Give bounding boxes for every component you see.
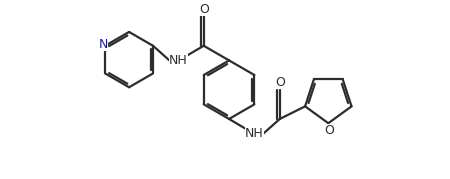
Text: N: N bbox=[99, 38, 108, 51]
Text: NH: NH bbox=[245, 127, 264, 140]
Text: NH: NH bbox=[169, 54, 188, 67]
Text: O: O bbox=[275, 76, 285, 89]
Text: O: O bbox=[199, 3, 209, 16]
Text: O: O bbox=[324, 124, 334, 137]
